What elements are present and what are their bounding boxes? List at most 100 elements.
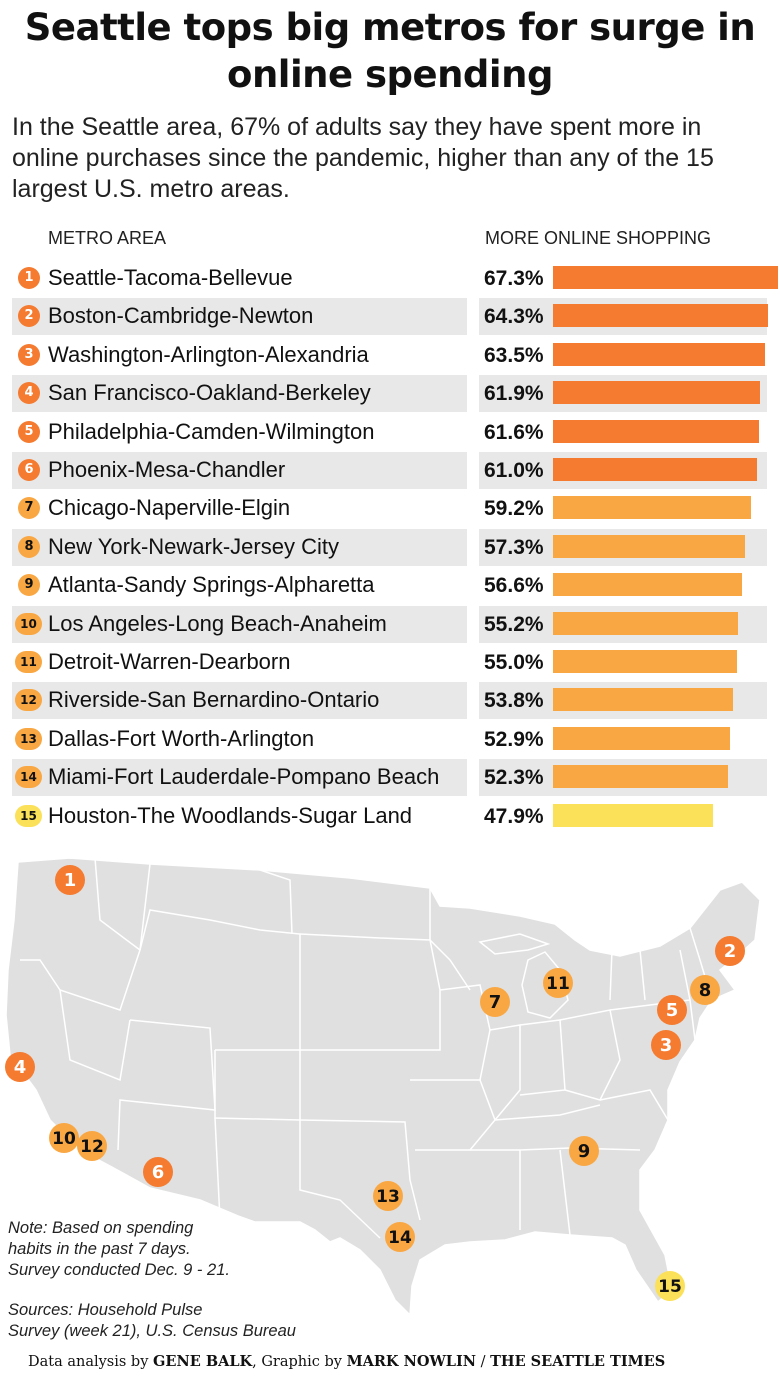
- bar: [553, 419, 759, 443]
- map-marker-3: 3: [651, 1030, 681, 1060]
- marker-label: 10: [52, 1129, 76, 1149]
- map-marker-2: 2: [715, 936, 745, 966]
- metro-name: Atlanta-Sandy Springs-Alpharetta: [48, 572, 375, 598]
- marker-label: 3: [660, 1035, 673, 1056]
- value-label: 56.6%: [484, 574, 544, 598]
- rank-badge: 2: [18, 305, 40, 328]
- metro-name: Miami-Fort Lauderdale-Pompano Beach: [48, 764, 440, 790]
- bar: [553, 573, 743, 597]
- column-gap: [467, 375, 479, 413]
- marker-label: 11: [546, 974, 570, 994]
- value-label: 61.9%: [484, 382, 544, 406]
- rank-badge: 9: [18, 574, 40, 597]
- map-marker-15: 15: [655, 1271, 685, 1301]
- rank-badge: 10: [15, 612, 42, 635]
- note-line-2: habits in the past 7 days.: [8, 1240, 191, 1258]
- bar: [553, 381, 760, 405]
- rank-badge: 13: [15, 727, 42, 750]
- map-marker-6: 6: [143, 1157, 173, 1187]
- note-line-1: Note: Based on spending: [8, 1219, 194, 1237]
- credit-artist: MARK NOWLIN: [346, 1353, 476, 1370]
- column-gap: [467, 682, 479, 720]
- table-row: 14 Miami-Fort Lauderdale-Pompano Beach 52.…: [12, 759, 767, 797]
- chart-title: Seattle tops big metros for surge in onl…: [24, 6, 756, 96]
- rank-badge: 5: [18, 420, 40, 443]
- map-marker-1: 1: [55, 865, 85, 895]
- bar: [553, 803, 714, 827]
- rank-badge: 7: [18, 497, 40, 520]
- table-row: 12 Riverside-San Bernardino-Ontario 53.8%: [12, 682, 767, 720]
- bar: [553, 304, 768, 328]
- metro-name: Houston-The Woodlands-Sugar Land: [48, 802, 413, 828]
- rank-badge: 14: [15, 766, 42, 789]
- table-row: 6 Phoenix-Mesa-Chandler 61.0%: [12, 452, 767, 489]
- map-marker-13: 13: [373, 1181, 403, 1211]
- metro-name: Chicago-Naperville-Elgin: [48, 495, 291, 521]
- map-marker-12: 12: [77, 1131, 107, 1161]
- map-marker-7: 7: [480, 987, 510, 1017]
- value-label: 47.9%: [484, 804, 544, 828]
- marker-circle: [543, 968, 573, 998]
- marker-circle: [143, 1157, 173, 1187]
- table-row: 8 New York-Newark-Jersey City 57.3%: [12, 528, 767, 566]
- marker-circle: [651, 1030, 681, 1060]
- column-gap: [467, 605, 479, 643]
- value-label: 64.3%: [484, 305, 544, 329]
- marker-circle: [5, 1052, 35, 1082]
- marker-circle: [480, 987, 510, 1017]
- map-marker-11: 11: [543, 968, 573, 998]
- column-gap: [467, 452, 479, 489]
- sources-text: Sources: Household Pulse Survey (week 21…: [8, 1300, 296, 1342]
- column-gap: [467, 490, 479, 528]
- credit-analyst: GENE BALK: [153, 1353, 253, 1370]
- value-label: 53.8%: [484, 689, 544, 713]
- rank-badge: 6: [18, 459, 40, 481]
- credit-line: Data analysis by GENE BALK, Graphic by M…: [28, 1353, 665, 1370]
- column-gap: [467, 336, 479, 374]
- table-row: 10 Los Angeles-Long Beach-Anaheim 55.2%: [12, 605, 767, 643]
- rank-badge: 4: [18, 382, 40, 405]
- marker-label: 8: [699, 980, 712, 1001]
- value-label: 61.0%: [484, 459, 544, 482]
- metro-name: Los Angeles-Long Beach-Anaheim: [48, 610, 387, 636]
- marker-label: 13: [376, 1187, 400, 1207]
- bar: [553, 342, 766, 366]
- rank-badge: 15: [15, 804, 42, 827]
- rank-badge: 12: [15, 689, 42, 712]
- map-marker-8: 8: [690, 975, 720, 1005]
- metro-name: Detroit-Warren-Dearborn: [48, 649, 291, 674]
- column-gap: [467, 298, 479, 336]
- value-label: 57.3%: [484, 535, 544, 559]
- marker-label: 12: [80, 1137, 104, 1157]
- value-label: 55.0%: [484, 651, 544, 674]
- credit-org: THE SEATTLE TIMES: [490, 1353, 666, 1370]
- table-row: 2 Boston-Cambridge-Newton 64.3%: [12, 298, 768, 336]
- bar: [553, 650, 737, 673]
- value-label: 52.9%: [484, 727, 544, 751]
- marker-circle: [569, 1136, 599, 1166]
- bar: [553, 458, 757, 481]
- source-line-1: Sources: Household Pulse: [8, 1301, 203, 1319]
- marker-circle: [77, 1131, 107, 1161]
- rank-badge: 8: [18, 535, 40, 558]
- map-marker-4: 4: [5, 1052, 35, 1082]
- map-marker-14: 14: [385, 1222, 415, 1252]
- credit-prefix: Data analysis by: [28, 1354, 154, 1370]
- note-text: Note: Based on spending habits in the pa…: [8, 1218, 230, 1281]
- metro-name: Boston-Cambridge-Newton: [48, 303, 314, 329]
- bar: [553, 611, 738, 635]
- marker-label: 7: [489, 992, 502, 1013]
- value-label: 61.6%: [484, 420, 544, 444]
- map-marker-9: 9: [569, 1136, 599, 1166]
- rank-badge: 3: [18, 343, 40, 366]
- value-label: 55.2%: [484, 612, 544, 636]
- value-label: 52.3%: [484, 766, 544, 790]
- bar: [553, 765, 728, 789]
- column-gap: [467, 567, 479, 605]
- rank-badge: 11: [15, 651, 42, 673]
- value-label: 59.2%: [484, 497, 544, 521]
- metro-name: New York-Newark-Jersey City: [48, 533, 339, 559]
- marker-circle: [385, 1222, 415, 1252]
